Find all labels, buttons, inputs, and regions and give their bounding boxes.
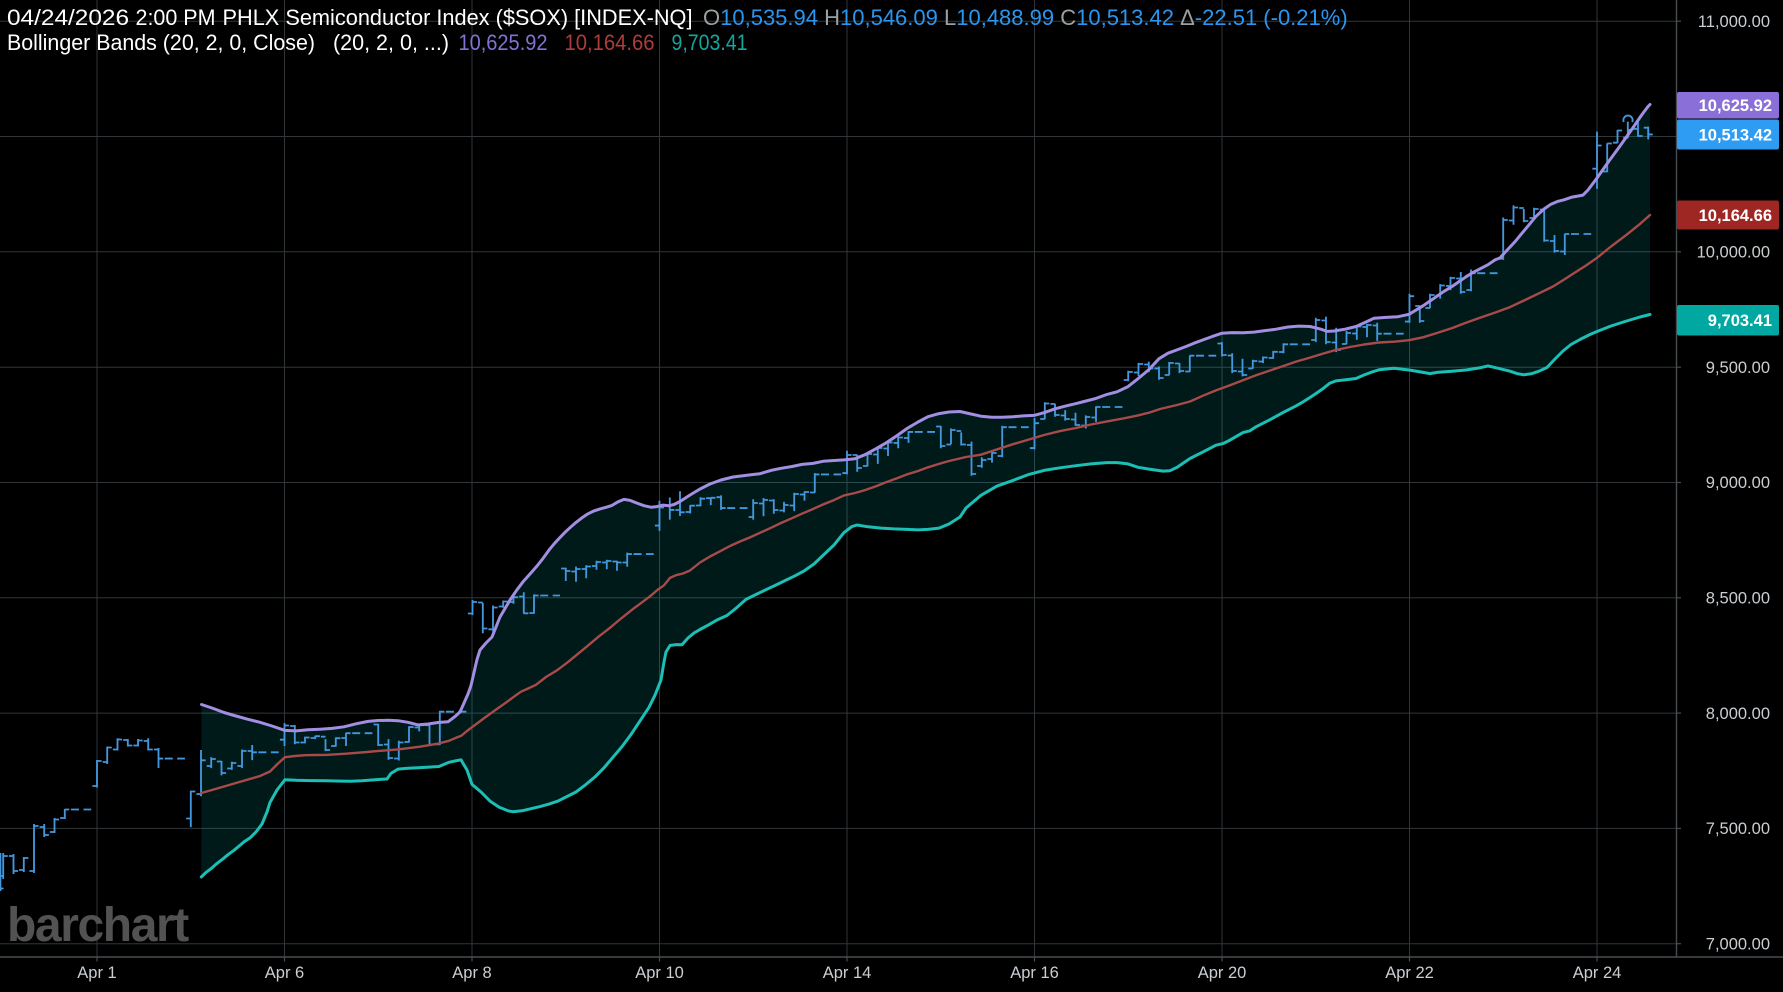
svg-text:10,000.00: 10,000.00 bbox=[1697, 244, 1770, 262]
svg-text:11,000.00: 11,000.00 bbox=[1698, 13, 1770, 31]
svg-text:9,703.41: 9,703.41 bbox=[672, 30, 748, 55]
svg-text:Apr 24: Apr 24 bbox=[1573, 964, 1622, 982]
svg-text:Apr 10: Apr 10 bbox=[635, 964, 684, 982]
svg-text:Apr 14: Apr 14 bbox=[823, 964, 872, 982]
svg-text:10,625.92: 10,625.92 bbox=[459, 30, 548, 55]
svg-text:8,500.00: 8,500.00 bbox=[1706, 590, 1770, 608]
svg-text:PHLX Semiconductor Index ($SOX: PHLX Semiconductor Index ($SOX) [INDEX-N… bbox=[223, 5, 693, 30]
svg-text:2:00 PM: 2:00 PM bbox=[136, 5, 216, 30]
svg-text:04/24/2026: 04/24/2026 bbox=[7, 5, 129, 30]
svg-text:Apr 6: Apr 6 bbox=[265, 964, 304, 982]
svg-text:10,625.92: 10,625.92 bbox=[1699, 97, 1772, 115]
svg-text:Apr 8: Apr 8 bbox=[452, 964, 491, 982]
svg-text:9,703.41: 9,703.41 bbox=[1708, 312, 1772, 330]
svg-text:8,000.00: 8,000.00 bbox=[1706, 705, 1770, 723]
svg-text:10,164.66: 10,164.66 bbox=[565, 30, 655, 55]
svg-text:Apr 1: Apr 1 bbox=[77, 964, 116, 982]
svg-text:Apr 20: Apr 20 bbox=[1198, 964, 1247, 982]
svg-text:O10,535.94 H10,546.09 L10,488.: O10,535.94 H10,546.09 L10,488.99 C10,513… bbox=[703, 5, 1348, 30]
svg-text:Apr 22: Apr 22 bbox=[1385, 964, 1434, 982]
svg-text:9,500.00: 9,500.00 bbox=[1706, 359, 1770, 377]
svg-text:7,000.00: 7,000.00 bbox=[1706, 935, 1770, 953]
svg-text:(20, 2, 0, ...): (20, 2, 0, ...) bbox=[333, 30, 449, 55]
svg-text:7,500.00: 7,500.00 bbox=[1706, 820, 1770, 838]
svg-text:9,000.00: 9,000.00 bbox=[1706, 474, 1770, 492]
svg-text:Bollinger Bands (20, 2, 0, Clo: Bollinger Bands (20, 2, 0, Close) bbox=[7, 30, 315, 55]
svg-text:10,513.42: 10,513.42 bbox=[1699, 127, 1772, 145]
svg-text:Apr 16: Apr 16 bbox=[1010, 964, 1059, 982]
svg-text:barchart: barchart bbox=[7, 899, 189, 952]
svg-text:10,164.66: 10,164.66 bbox=[1699, 207, 1772, 225]
